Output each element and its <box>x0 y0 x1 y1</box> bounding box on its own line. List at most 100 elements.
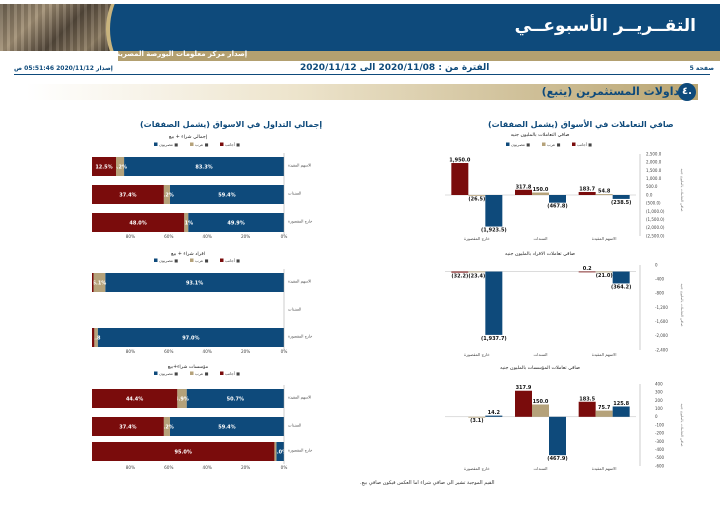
y-tick-5-4: 0 <box>655 414 658 419</box>
net-label-4-2-2: (364.2) <box>611 284 631 290</box>
legend-swatch-0-0 <box>154 142 158 146</box>
banner-curve <box>106 4 200 51</box>
legend-swatch-3-1 <box>542 142 546 146</box>
x-tick-2-2: 40% <box>203 465 212 470</box>
page-number: صفحة 5 <box>689 65 714 72</box>
y-tick-3-0: 2,500.0 <box>646 151 662 156</box>
net-label-5-0-2: 14.2 <box>488 410 501 416</box>
net-category-3-1: السندات <box>533 236 547 241</box>
net-label-3-2-1: 54.8 <box>598 189 611 195</box>
chart-title-0: إجمالي شراء + بيع <box>169 134 208 140</box>
report-subtitle: إصدار مركز معلومات البورصة المصرية <box>116 50 248 58</box>
bar-0-0-2 <box>92 157 116 176</box>
x-tick-1-1: 20% <box>241 349 250 354</box>
net-category-3-0: خارج المقصورة <box>464 236 490 241</box>
net-bar-3-2-0 <box>578 191 596 195</box>
legend-swatch-3-2 <box>572 142 576 146</box>
legend-swatch-3-0 <box>506 142 510 146</box>
net-bar-3-1-1 <box>532 192 549 195</box>
category-label-0-0: الاسهم المقيدة <box>288 163 311 168</box>
bar-label-1-0-1: 6.1% <box>92 280 106 286</box>
y-tick-5-2: 200 <box>655 398 663 403</box>
right-heading: صافي التعاملات في الأسواق (يشمل الصفقات) <box>488 120 674 129</box>
y-tick-4-1: -400 <box>655 277 665 282</box>
bar-label-0-2-2: 48.0% <box>129 220 146 226</box>
bar-label-0-0-1: 4.2% <box>113 164 127 170</box>
net-bar-3-0-2 <box>485 195 503 227</box>
bar-label-2-2-2: 95.0% <box>175 449 192 455</box>
net-category-5-2: الاسهم المقيدة <box>592 466 617 471</box>
subtitle-bar <box>118 51 720 61</box>
bar-0-0-1 <box>116 157 125 176</box>
section-title: تداولات المستثمرين (يتبع) <box>541 85 684 98</box>
category-label-1-2: خارج المقصورة <box>288 334 313 339</box>
x-tick-1-4: 80% <box>126 349 135 354</box>
report-period: الفترة من : 2020/11/08 الى 2020/11/12 <box>300 63 490 73</box>
bar-2-2-1 <box>274 442 277 461</box>
legend-entry-1-0: مصريون ■ <box>159 258 178 263</box>
net-label-5-0-1: (3.1) <box>470 418 483 424</box>
x-tick-0-3: 60% <box>164 234 173 239</box>
bar-label-0-1-0: 59.4% <box>218 192 235 198</box>
bar-label-0-1-2: 37.4% <box>119 192 136 198</box>
chart-title-4: صافي تعاملات الافراد بالمليون جنيه <box>505 251 575 257</box>
category-label-1-1: السندات <box>288 307 301 312</box>
bar-0-2-2 <box>92 213 185 232</box>
category-label-2-2: خارج المقصورة <box>288 448 313 453</box>
net-label-4-0-1: (23.4) <box>468 273 485 279</box>
y-tick-5-5: -100 <box>655 422 665 427</box>
x-tick-0-2: 40% <box>203 234 212 239</box>
net-label-4-2-0: 0.2 <box>583 266 592 272</box>
legend-entry-2-2: أجانب ■ <box>225 371 240 376</box>
net-category-4-2: الاسهم المقيدة <box>592 352 617 357</box>
legend-entry-3-2: أجانب ■ <box>577 142 592 147</box>
y-tick-5-7: -300 <box>655 439 665 444</box>
chart-title-5: صافي تعاملات المؤسسات بالمليون جنيه <box>500 365 580 371</box>
bar-1-0-0 <box>105 273 284 292</box>
bar-label-1-0-0: 93.1% <box>186 280 203 286</box>
net-bar-3-1-2 <box>549 195 566 203</box>
y-tick-4-0: 0 <box>655 262 658 267</box>
bar-0-1-0 <box>169 185 284 204</box>
y-tick-3-6: (500.0) <box>646 201 661 206</box>
y-tick-5-0: 400 <box>655 381 663 386</box>
y-tick-5-3: 100 <box>655 406 663 411</box>
bar-label-0-1-1: 3.2% <box>160 192 174 198</box>
category-label-0-1: السندات <box>288 191 301 196</box>
header-divider <box>14 74 710 75</box>
net-label-4-2-1: (21.0) <box>596 273 613 279</box>
legend-entry-1-2: أجانب ■ <box>225 258 240 263</box>
x-tick-0-1: 20% <box>241 234 250 239</box>
bar-2-0-1 <box>177 389 187 408</box>
left-heading: إجمالي التداول في الاسواق (يشمل الصفقات) <box>140 120 323 129</box>
legend-entry-1-1: عرب ■ <box>195 258 209 263</box>
net-bar-5-1-2 <box>549 416 566 456</box>
x-tick-2-1: 20% <box>241 465 250 470</box>
net-bar-4-2-2 <box>612 271 630 284</box>
bar-2-0-2 <box>92 389 178 408</box>
net-bar-4-2-0 <box>578 271 596 273</box>
y-tick-3-7: (1,000.0) <box>646 209 665 214</box>
y-tick-5-8: -400 <box>655 447 665 452</box>
bar-0-2-1 <box>184 213 189 232</box>
net-bar-3-0-1 <box>468 195 486 196</box>
bar-label-2-0-0: 50.7% <box>227 396 244 402</box>
legend-swatch-0-2 <box>220 142 224 146</box>
net-bar-5-2-2 <box>612 406 630 417</box>
net-label-3-2-2: (238.5) <box>611 200 631 206</box>
x-tick-0-4: 80% <box>126 234 135 239</box>
bar-0-1-1 <box>163 185 170 204</box>
net-bar-5-2-1 <box>595 410 613 417</box>
bar-2-1-2 <box>92 417 164 436</box>
y-tick-3-5: 0.0 <box>646 192 653 197</box>
footnote: القيم الموجبة تشير الى صافي شراء اما الع… <box>360 480 495 486</box>
y-axis-label-3: صافي التعاملات بالمليون جنيه <box>680 169 684 212</box>
y-tick-3-10: (2,500.0) <box>646 233 665 238</box>
net-label-5-1-2: (467.9) <box>547 456 567 462</box>
legend-swatch-2-0 <box>154 371 158 375</box>
net-label-4-0-2: (1,937.7) <box>481 336 507 342</box>
legend-entry-2-0: مصريون ■ <box>159 371 178 376</box>
net-label-3-2-0: 183.7 <box>579 186 595 192</box>
category-label-1-0: الاسهم المقيدة <box>288 279 311 284</box>
